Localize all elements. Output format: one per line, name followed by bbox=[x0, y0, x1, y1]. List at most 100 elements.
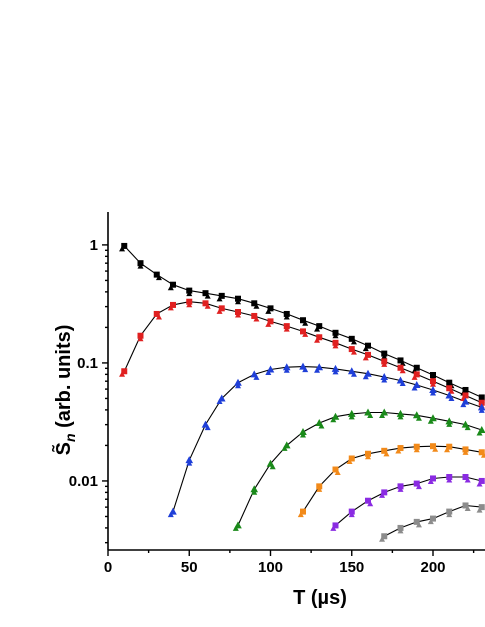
data-point bbox=[446, 443, 453, 450]
data-point-secondary bbox=[399, 380, 406, 386]
data-point bbox=[413, 371, 420, 378]
data-point bbox=[462, 392, 469, 399]
data-point-secondary bbox=[204, 303, 211, 309]
data-point-secondary bbox=[427, 518, 434, 525]
data-point-secondary bbox=[381, 376, 388, 383]
data-point bbox=[381, 489, 388, 496]
data-point-secondary bbox=[395, 448, 402, 454]
x-tick-label: 0 bbox=[104, 559, 112, 576]
data-point bbox=[446, 379, 453, 386]
data-point-secondary bbox=[204, 293, 211, 299]
data-point bbox=[365, 351, 371, 358]
y-axis-title: S̃n (arb. units) bbox=[51, 325, 78, 456]
data-point-secondary bbox=[318, 422, 325, 429]
data-point-secondary bbox=[314, 326, 321, 332]
data-point-secondary bbox=[476, 507, 483, 513]
data-point-secondary bbox=[381, 353, 388, 360]
data-point-secondary bbox=[167, 511, 174, 518]
data-point bbox=[153, 271, 160, 278]
data-point-secondary bbox=[413, 446, 420, 453]
data-point-secondary bbox=[432, 446, 439, 452]
data-point bbox=[430, 443, 436, 450]
data-point-secondary bbox=[415, 415, 422, 421]
data-point-secondary bbox=[415, 483, 422, 490]
data-point-secondary bbox=[350, 338, 357, 345]
data-point-secondary bbox=[119, 371, 126, 377]
data-point bbox=[348, 335, 355, 342]
data-point-secondary bbox=[446, 511, 453, 518]
data-point bbox=[445, 417, 454, 425]
data-point-secondary bbox=[460, 401, 467, 408]
data-point-secondary bbox=[397, 486, 404, 492]
fit-curve-2 bbox=[123, 301, 483, 404]
data-point-secondary bbox=[253, 315, 260, 322]
data-point-secondary bbox=[330, 416, 337, 423]
y-tick-label: 0.1 bbox=[77, 355, 98, 372]
data-point-secondary bbox=[186, 290, 193, 297]
data-point-secondary bbox=[119, 245, 126, 252]
data-point-secondary bbox=[381, 361, 388, 367]
data-point-secondary bbox=[316, 486, 323, 492]
data-point bbox=[251, 300, 258, 307]
data-point bbox=[478, 504, 485, 511]
data-point-secondary bbox=[204, 424, 211, 431]
data-point-secondary bbox=[379, 492, 386, 498]
data-point-secondary bbox=[397, 413, 404, 420]
data-point-secondary bbox=[446, 477, 453, 483]
data-point-secondary bbox=[137, 263, 144, 269]
data-point bbox=[462, 474, 469, 481]
axes bbox=[107, 212, 485, 551]
data-point bbox=[234, 378, 242, 386]
data-point bbox=[121, 368, 128, 375]
data-point-secondary bbox=[464, 424, 471, 431]
data-point-secondary bbox=[362, 354, 369, 361]
data-point-secondary bbox=[348, 413, 355, 420]
data-point bbox=[332, 466, 339, 473]
data-point-secondary bbox=[283, 326, 290, 332]
data-point-secondary bbox=[462, 449, 469, 455]
data-point-secondary bbox=[399, 360, 406, 366]
x-tick-label: 200 bbox=[420, 559, 445, 576]
data-point-secondary bbox=[430, 381, 436, 387]
data-point bbox=[397, 364, 404, 371]
data-point-secondary bbox=[367, 500, 374, 507]
y-tick-label: 1 bbox=[90, 237, 98, 254]
data-point bbox=[331, 364, 340, 372]
data-point-secondary bbox=[411, 385, 418, 391]
data-point bbox=[348, 346, 355, 353]
data-point-secondary bbox=[269, 463, 276, 470]
data-point-secondary bbox=[464, 477, 471, 483]
data-point-secondary bbox=[427, 418, 434, 424]
data-point-secondary bbox=[383, 450, 390, 457]
data-point-secondary bbox=[348, 511, 355, 518]
fit-curve-3 bbox=[172, 366, 482, 512]
fit-curve-4 bbox=[237, 411, 482, 526]
y-tick-label: 0.01 bbox=[69, 473, 98, 490]
data-point bbox=[316, 334, 323, 341]
data-point-secondary bbox=[186, 301, 193, 308]
data-point-secondary bbox=[314, 337, 321, 343]
data-point bbox=[250, 485, 259, 493]
data-point-secondary bbox=[253, 303, 260, 309]
data-point-secondary bbox=[476, 480, 483, 487]
data-point bbox=[332, 522, 339, 529]
data-point bbox=[185, 456, 194, 464]
data-point-secondary bbox=[379, 536, 386, 542]
data-point-secondary bbox=[464, 505, 471, 511]
data-point-secondary bbox=[251, 489, 258, 495]
data-point bbox=[218, 305, 225, 312]
data-point-secondary bbox=[265, 308, 272, 314]
fit-curve-6 bbox=[335, 476, 482, 526]
data-point bbox=[300, 328, 306, 335]
x-axis-title: T (µs) bbox=[293, 587, 347, 609]
data-point bbox=[381, 447, 388, 454]
data-point-secondary bbox=[302, 320, 309, 326]
data-point bbox=[381, 533, 388, 540]
data-point bbox=[300, 508, 306, 515]
data-point-secondary bbox=[362, 373, 369, 380]
data-point-secondary bbox=[362, 345, 369, 352]
data-point-secondary bbox=[350, 371, 357, 377]
data-point-secondary bbox=[365, 453, 371, 460]
data-point-secondary bbox=[302, 366, 309, 373]
